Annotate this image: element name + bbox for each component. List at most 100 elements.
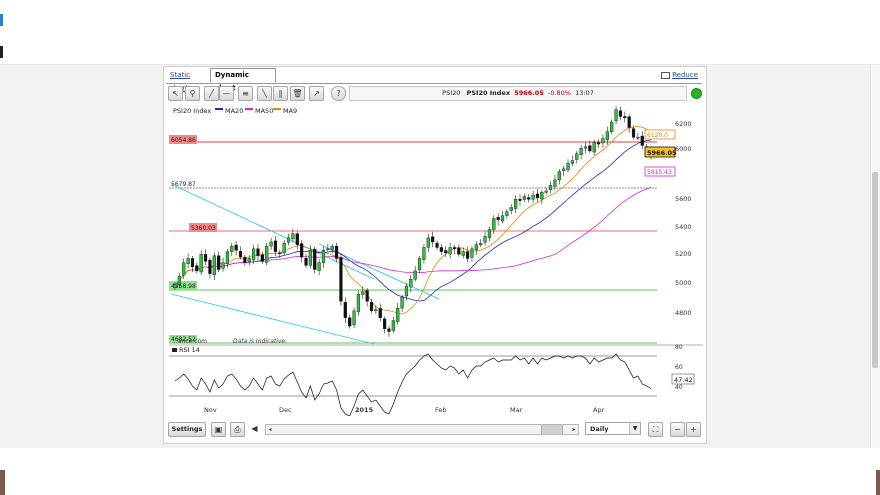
price-chart-svg[interactable]: PSI20 Index MA20 MA50 MA9 6200 6000 5600… [169, 104, 703, 417]
candle [404, 285, 409, 297]
candle [260, 254, 264, 262]
x-tick-label: Apr [593, 406, 605, 414]
candle [282, 243, 286, 254]
page-scrollbar-thumb[interactable] [872, 172, 878, 368]
candle [374, 309, 378, 312]
settings-button[interactable]: Settings [168, 422, 206, 437]
legend-ma20-swatch [215, 108, 223, 110]
indicator-icon[interactable]: ↗ [309, 86, 324, 101]
rsi-tick-label: 40 [675, 384, 683, 391]
candle [212, 255, 216, 275]
candle [583, 146, 588, 149]
legend-ma50-swatch [245, 108, 253, 110]
candle [623, 116, 627, 119]
header-divider [0, 64, 880, 65]
candle [339, 257, 343, 302]
pointer-icon[interactable]: ↖ [168, 86, 183, 101]
reduce-link[interactable]: Reduce [661, 69, 698, 82]
quote-change: -0.80% [547, 89, 571, 97]
candle [190, 258, 195, 267]
level3-label-box [169, 281, 197, 290]
time-scrollbar-thumb[interactable] [541, 425, 563, 434]
zoom-icon[interactable]: ⚲ [185, 86, 200, 101]
watermark: ...ance.com [172, 338, 207, 345]
save-icon[interactable]: ▣ [211, 422, 226, 437]
period-select[interactable]: Daily ▼ [585, 422, 641, 435]
print-icon[interactable]: ⎙ [230, 422, 245, 437]
candle [243, 256, 247, 263]
fibonacci-icon[interactable]: ≡ [238, 86, 253, 101]
candle [295, 233, 299, 245]
zoom-out-icon[interactable]: − [670, 422, 685, 437]
candle [483, 236, 487, 243]
scroll-left-icon[interactable]: ◀ [251, 424, 258, 433]
candle [317, 262, 321, 271]
candle [570, 160, 574, 164]
scroll-start-icon[interactable]: ◂ [268, 426, 272, 433]
chart-toolbar: ↖ ⚲ ╱ — ≡ ╲ ∥ 🗑 ↗ ? PSI20 PSI20 Index 59… [166, 85, 702, 102]
trendline-icon[interactable]: ╱ [204, 86, 219, 101]
candle [531, 194, 535, 200]
resistance-label-box [169, 135, 197, 144]
rsi-value-label: 47.42 [674, 376, 693, 384]
candle [535, 193, 540, 199]
candle [269, 241, 273, 247]
chart-bottombar: Settings ▣ ⎙ ◀ ◂ ▸ Daily ▼ ⛶ − + [166, 421, 702, 438]
rsi-line [174, 353, 652, 417]
rsi-series [174, 353, 652, 417]
candle [256, 248, 260, 256]
candle [361, 291, 365, 295]
period-select-value: Daily [590, 425, 609, 433]
candle [217, 255, 221, 270]
channel-icon[interactable]: ╲ [257, 86, 272, 101]
chevron-down-icon[interactable]: ▼ [629, 423, 640, 434]
ma9-badge [644, 129, 676, 140]
zoom-fit-icon[interactable]: ⛶ [648, 422, 663, 437]
candle [221, 262, 225, 269]
candle [313, 248, 317, 270]
candle [474, 244, 478, 251]
time-scrollbar[interactable]: ◂ ▸ [265, 424, 579, 435]
candle [182, 262, 186, 276]
candle [566, 163, 570, 171]
delete-icon[interactable]: 🗑 [290, 86, 305, 101]
candle [348, 317, 352, 327]
tab-dynamic-chart[interactable]: Dynamic chart [210, 68, 276, 92]
level2-label-box [189, 223, 217, 232]
candle [487, 229, 492, 238]
page-header-band [0, 0, 880, 64]
candle [247, 258, 251, 262]
candle [413, 270, 417, 280]
candle [479, 243, 483, 245]
candle [208, 259, 212, 274]
candle [409, 278, 413, 288]
parallel-icon[interactable]: ∥ [273, 86, 288, 101]
candle [636, 136, 640, 139]
x-tick-label: 2015 [355, 406, 374, 414]
candle [321, 250, 326, 263]
trendline-lower[interactable] [170, 293, 375, 345]
tab-static-chart[interactable]: Static chart [170, 71, 191, 92]
footer-edge-right [876, 470, 880, 495]
candle [286, 237, 291, 243]
candle [234, 244, 238, 251]
help-icon[interactable]: ? [331, 86, 346, 101]
chart-area[interactable]: PSI20 Index MA20 MA50 MA9 6200 6000 5600… [169, 104, 703, 417]
candle [225, 251, 230, 264]
quote-code: PSI20 [442, 89, 461, 97]
candle [273, 240, 278, 252]
candle [588, 145, 592, 152]
candle [378, 308, 382, 318]
candle [540, 192, 544, 200]
y-tick-label: 6000 [675, 145, 692, 153]
zoom-in-icon[interactable]: + [686, 422, 701, 437]
scroll-end-icon[interactable]: ▸ [572, 426, 576, 433]
candle [614, 109, 618, 122]
candle [177, 276, 181, 285]
horizontal-line-icon[interactable]: — [219, 86, 234, 101]
status-indicator-icon [691, 88, 702, 99]
legend-ma20-label: MA20 [225, 107, 243, 115]
candle [400, 296, 404, 309]
candle [186, 258, 190, 264]
x-tick-label: Mar [510, 406, 523, 414]
